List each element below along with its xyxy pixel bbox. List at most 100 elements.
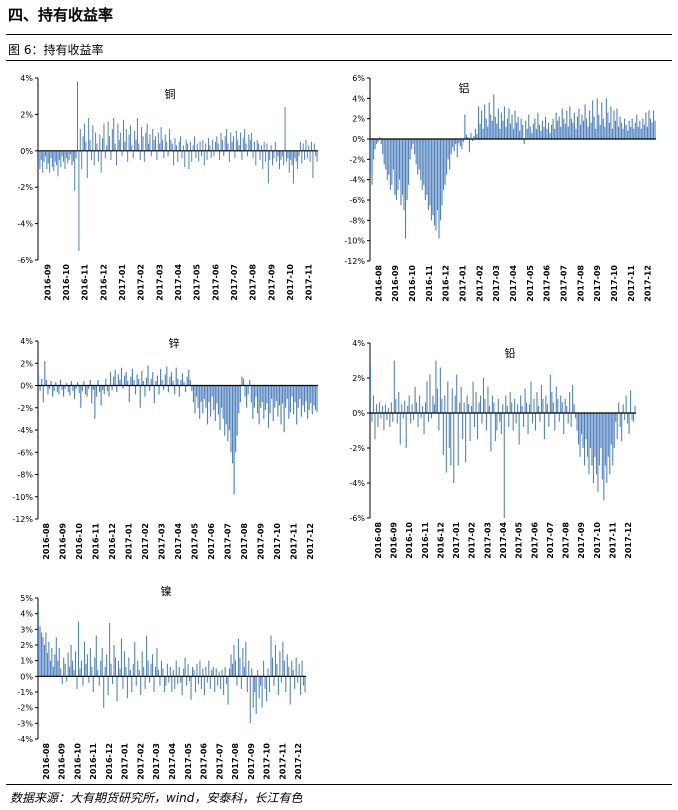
bar <box>410 413 412 424</box>
bar <box>493 94 495 139</box>
bar <box>386 413 388 420</box>
data-source-note: 数据来源：大有期货研究所，wind，安泰科，长江有色 <box>10 791 303 805</box>
bar <box>261 676 263 708</box>
x-tick-label: 2017-02 <box>136 743 145 780</box>
bar <box>75 150 77 159</box>
bar <box>432 139 434 216</box>
bar <box>447 139 449 160</box>
bar <box>166 366 168 386</box>
x-tick-label: 2017-02 <box>137 264 146 301</box>
bar <box>112 676 114 685</box>
bar <box>134 641 136 677</box>
bar <box>128 657 130 677</box>
bar <box>481 110 483 139</box>
bar <box>517 116 519 139</box>
bar <box>301 660 303 677</box>
bar <box>216 136 218 151</box>
bar <box>271 385 273 399</box>
bar <box>110 663 112 677</box>
bar <box>238 385 240 414</box>
bar <box>227 143 229 151</box>
bar <box>634 406 636 413</box>
bar <box>142 136 144 151</box>
bar <box>385 139 387 170</box>
bar <box>409 139 411 160</box>
bar <box>75 385 77 389</box>
bar <box>497 399 499 413</box>
bar <box>441 399 443 413</box>
bar <box>145 132 147 151</box>
bar <box>589 413 591 448</box>
bar <box>288 666 290 677</box>
bar <box>85 663 87 677</box>
bar <box>298 663 300 677</box>
bar <box>114 657 117 677</box>
bar <box>485 413 487 431</box>
bar <box>214 676 216 692</box>
bar <box>563 413 565 434</box>
bar <box>94 657 96 677</box>
y-tick-label: 0% <box>20 147 33 156</box>
bar <box>563 118 565 139</box>
bar <box>122 119 124 151</box>
bar <box>590 122 592 139</box>
bar <box>196 663 198 677</box>
bar <box>163 150 165 159</box>
bar <box>42 385 44 403</box>
bar <box>66 383 68 386</box>
bar <box>203 385 205 399</box>
x-tick-label: 2016-11 <box>81 264 90 301</box>
bar <box>263 385 265 419</box>
x-tick-label: 2017-02 <box>141 523 150 560</box>
bar <box>66 676 68 682</box>
bar <box>185 139 187 151</box>
bar <box>157 132 159 151</box>
bar <box>181 373 184 386</box>
title-rule <box>6 34 672 35</box>
bar <box>202 139 204 151</box>
bar <box>113 645 115 677</box>
bar <box>86 654 88 677</box>
bar <box>628 413 630 434</box>
bar <box>427 413 430 422</box>
bar <box>461 139 463 150</box>
bar <box>511 402 513 413</box>
bar <box>187 143 189 151</box>
bar <box>270 145 272 151</box>
bar <box>560 126 562 139</box>
bar <box>104 150 106 159</box>
bar <box>203 676 205 696</box>
bar <box>530 381 532 413</box>
bar <box>429 139 431 206</box>
bar <box>147 660 149 677</box>
bar <box>381 406 383 413</box>
bar <box>160 127 162 151</box>
bar <box>194 676 197 692</box>
bar <box>251 132 253 151</box>
bar <box>163 676 165 692</box>
bar <box>640 128 642 139</box>
bar <box>523 413 525 427</box>
bar <box>146 635 148 677</box>
bar <box>75 651 77 677</box>
bar <box>371 413 373 422</box>
bar <box>274 385 276 408</box>
x-tick-label: 2016-08 <box>374 522 383 559</box>
y-tick-label: 6% <box>352 74 365 83</box>
bar <box>153 139 155 151</box>
bar <box>309 150 311 162</box>
bar <box>370 139 372 175</box>
bar <box>607 413 609 457</box>
bar <box>444 139 446 185</box>
bar <box>374 139 376 150</box>
x-tick-label: 2017-09 <box>593 265 602 302</box>
bar <box>213 150 215 157</box>
bar <box>214 385 216 422</box>
y-tick-label: 0% <box>20 382 33 391</box>
bar <box>552 118 554 139</box>
bar <box>158 385 160 395</box>
bar <box>109 136 111 151</box>
bar <box>54 150 56 162</box>
bar <box>649 118 652 139</box>
bar <box>281 150 283 157</box>
